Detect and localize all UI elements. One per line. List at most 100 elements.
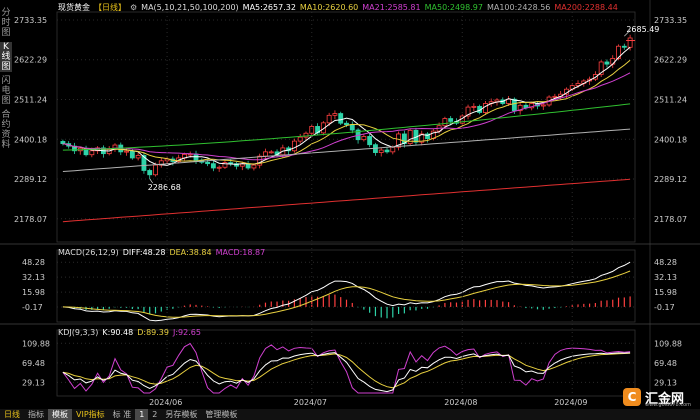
price-tick-label: 2178.07 — [654, 215, 687, 224]
macd-tick-label: 32.13 — [654, 273, 677, 282]
ma100-value: MA100:2428.56 — [486, 3, 551, 12]
price-tick-label-left: 2511.24 — [14, 95, 47, 104]
instrument-title: 现货黄金 — [58, 3, 90, 12]
kdj-tick-label-left: 109.88 — [22, 339, 50, 348]
macd-tick-label-left: 15.98 — [22, 288, 45, 297]
candle-body — [465, 106, 471, 117]
save-template-button[interactable]: 另存模板 — [165, 410, 198, 419]
low-price-label: 2286.68 — [148, 183, 181, 192]
tab-indicators[interactable]: 指标 — [28, 410, 44, 419]
candle-body — [517, 104, 523, 112]
price-tick-label: 2511.24 — [654, 95, 687, 104]
candle-body — [621, 45, 627, 48]
candle-body — [419, 133, 425, 143]
candle-body — [147, 170, 153, 176]
ma200-line — [62, 178, 631, 223]
page-2[interactable]: 2 — [152, 410, 158, 419]
kdj-k: K:90.48 — [102, 328, 134, 337]
candle-body — [205, 161, 211, 165]
watermark-logo-icon: C — [623, 388, 641, 406]
candle-body — [153, 164, 158, 176]
candle-body — [338, 113, 344, 124]
panel-frame-1 — [56, 249, 636, 323]
macd-tick-label-left: 48.28 — [22, 258, 45, 267]
tab-kline[interactable]: K线图 — [0, 42, 12, 72]
macd-tick-label-left: -0.17 — [22, 303, 43, 312]
price-tick-label-left: 2622.29 — [14, 56, 47, 65]
candle-body — [344, 122, 349, 126]
kdj-tick-label: 29.13 — [654, 378, 677, 387]
manage-template-button[interactable]: 管理模板 — [205, 410, 238, 419]
candle-body — [390, 146, 396, 153]
price-tick-label-left: 2733.35 — [14, 16, 47, 25]
candle-body — [268, 151, 274, 154]
tab-standard[interactable]: 标 准 — [112, 410, 132, 419]
candle-body — [616, 45, 621, 59]
tab-intraday[interactable]: 分时图 — [1, 8, 11, 38]
macd-diff-line — [62, 261, 631, 322]
macd-header: MACD(26,12,9) DIFF:48.28 DEA:38.84 MACD:18.… — [58, 248, 269, 257]
candle-body — [627, 37, 633, 48]
macd-tick-label-left: 32.13 — [22, 273, 45, 282]
ma100-line — [62, 128, 631, 172]
candle-body — [297, 136, 303, 142]
ma10-value: MA10:2620.60 — [299, 3, 359, 12]
price-tick-label: 2622.29 — [654, 56, 687, 65]
candle-body — [263, 151, 268, 157]
kdj-j: J:92.65 — [172, 328, 201, 337]
candle-body — [610, 58, 616, 65]
candle-body — [332, 113, 338, 116]
candle-body — [234, 163, 239, 167]
kdj-tick-label: 69.48 — [654, 359, 677, 368]
candle-body — [141, 155, 147, 171]
kdj-d: D:89.39 — [137, 328, 169, 337]
candle-body — [124, 150, 129, 153]
price-tick-label: 2733.35 — [654, 16, 687, 25]
candle-body — [361, 136, 367, 141]
candle-body — [367, 136, 373, 146]
ma50-value: MA50:2498.97 — [424, 3, 483, 12]
candle-body — [257, 155, 263, 166]
macd-dea-line — [62, 270, 631, 318]
price-tick-label-left: 2178.07 — [14, 215, 47, 224]
ma21-line — [62, 72, 631, 161]
macd-tick-label: 48.28 — [654, 258, 677, 267]
high-price-pointer — [624, 29, 631, 37]
tab-vip-indicators[interactable]: VIP指标 — [76, 410, 105, 419]
candle-body — [309, 126, 315, 134]
candle-body — [384, 149, 390, 153]
tab-contract-info[interactable]: 合约资料 — [1, 110, 11, 150]
period-selector[interactable]: 日线 — [4, 410, 20, 419]
kdj-j-line — [62, 342, 631, 394]
date-tick-label: 2024/06 — [149, 398, 182, 407]
tab-flash[interactable]: 闪电图 — [1, 76, 11, 106]
kdj-name: KDJ(9,3,3) — [58, 328, 99, 337]
macd-tick-label: -0.17 — [654, 303, 675, 312]
candle-body — [60, 141, 66, 145]
candle-body — [442, 118, 448, 127]
ma21-value: MA21:2585.81 — [362, 3, 421, 12]
ma200-value: MA200:2288.44 — [554, 3, 618, 12]
page-1[interactable]: 1 — [135, 409, 149, 420]
date-tick-label: 2024/08 — [444, 398, 477, 407]
candle-body — [216, 166, 222, 169]
settings-icon[interactable]: ⚙ — [130, 3, 138, 12]
candle-body — [326, 114, 332, 124]
kdj-tick-label-left: 29.13 — [22, 378, 45, 387]
kdj-k-line — [62, 352, 631, 393]
price-tick-label: 2289.12 — [654, 175, 687, 184]
candle-body — [471, 105, 477, 108]
period-badge[interactable]: 【日线】 — [94, 3, 126, 12]
candle-body — [425, 133, 430, 140]
candle-body — [89, 150, 95, 156]
macd-name: MACD(26,12,9) — [58, 248, 119, 257]
date-tick-label: 2024/07 — [294, 398, 327, 407]
macd-diff: DIFF:48.28 — [122, 248, 166, 257]
kdj-tick-label-left: 69.48 — [22, 359, 45, 368]
tab-template[interactable]: 模板 — [48, 409, 72, 420]
candle-body — [239, 163, 245, 167]
price-tick-label-left: 2400.18 — [14, 135, 47, 144]
macd-value: MACD:18.87 — [215, 248, 266, 257]
candle-body — [482, 103, 488, 113]
